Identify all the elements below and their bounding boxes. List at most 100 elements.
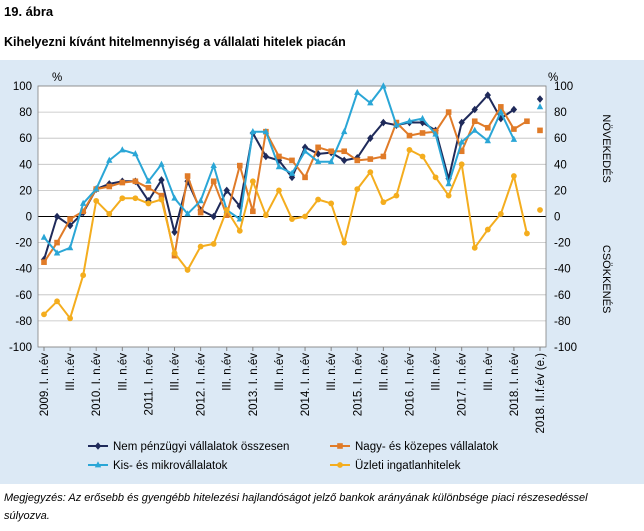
x-tick-label: 2016. I. n.év [404,353,416,417]
legend-item: Nagy- és közepes vállalatok [330,441,498,453]
data-point [510,105,518,114]
y-tick-label-right: -60 [554,290,571,302]
plot-border [37,85,547,348]
data-point [497,210,504,217]
y-unit-left: % [52,72,62,84]
data-point [524,118,530,125]
x-tick-label: III. n.év [117,353,129,391]
data-point [484,124,491,131]
data-point [184,210,191,217]
data-point [106,183,113,190]
x-tick-label: III. n.év [274,353,286,391]
x-tick-label: III. n.év [483,353,495,391]
data-point [54,239,60,246]
data-point [367,156,374,162]
data-point [354,88,361,95]
data-point [328,200,335,207]
y-tick-label-right: -80 [554,316,571,328]
data-point [393,192,400,199]
data-point [197,209,204,216]
data-point [276,187,282,194]
data-point [341,239,348,246]
y-tick-label-right: 60 [554,133,567,145]
data-point [158,196,165,203]
data-point [367,169,374,176]
data-point [511,126,517,132]
y-tick-label-right: 40 [554,159,567,171]
x-tick-label: III. n.év [65,353,77,391]
x-tick-label: 2010. I. n.év [91,353,103,417]
data-point [53,249,61,256]
data-point [380,82,387,89]
data-point [432,130,439,137]
x-tick-label: III. n.év [326,353,338,391]
data-point [445,192,452,199]
data-point [66,244,74,251]
data-point [289,157,295,164]
data-point [276,153,282,160]
data-point [510,135,518,142]
y-tick-label-left: -100 [9,342,32,354]
legend-label: Nem pénzügyi vállalatok összesen [113,441,289,453]
data-point [458,148,465,155]
data-point [471,105,478,114]
legend-item: Nem pénzügyi vállalatok összesen [88,441,289,453]
data-point [210,161,217,169]
data-point [288,173,296,182]
data-point [419,114,426,122]
data-point [341,127,348,135]
data-point [236,162,243,169]
x-tick-label: 2018. II.f.év (e.) [535,353,547,434]
data-point [54,298,60,305]
y-tick-label-right: 100 [554,81,573,93]
data-point [498,104,504,110]
figure-note: Megjegyzés: Az erősebb és gyengébb hitel… [4,492,588,522]
data-point [41,311,47,318]
data-point [106,210,113,217]
legend-label: Kis- és mikrovállalatok [113,460,228,472]
data-point [445,180,452,187]
y-tick-label-left: -20 [15,238,32,250]
data-point [145,177,152,184]
data-point [41,259,47,265]
x-tick-label: 2011. I. n.év [143,353,155,416]
data-point [406,117,413,124]
figure-number: 19. ábra [4,4,54,19]
y-tick-label-left: -40 [15,264,32,276]
data-point [93,185,100,192]
y-tick-label-right: 20 [554,185,567,197]
x-tick-label: 2009. I. n.év [39,353,51,417]
data-point [106,156,113,163]
data-point [236,227,243,234]
data-point [262,152,270,161]
data-point [301,147,309,154]
data-point [337,443,343,449]
data-point [184,267,191,273]
data-point [536,103,544,110]
data-point [67,315,74,322]
data-point [354,186,361,192]
data-point [406,147,413,153]
data-point [80,272,87,279]
figure-title: Kihelyezni kívánt hitelmennyiség a válla… [4,35,346,49]
x-tick-label: 2015. I. n.év [352,353,364,417]
data-point [337,462,343,468]
data-point [315,144,321,151]
y-tick-label-left: 60 [19,133,32,145]
data-point [145,184,152,191]
data-point [184,173,191,179]
y-tick-label-left: 100 [13,81,32,93]
y-tick-label-left: 0 [26,212,32,224]
data-point [262,127,270,135]
legend-label: Üzleti ingatlanhitelek [355,460,461,472]
legend-item: Kis- és mikrovállalatok [88,460,228,472]
data-point [380,199,387,206]
data-point [249,178,256,185]
data-point [79,199,87,206]
data-point [471,244,478,251]
y-tick-label-left: 40 [19,159,32,171]
data-point [393,121,400,128]
data-point [171,250,178,256]
x-tick-label: III. n.év [222,353,234,391]
y-unit-right: % [548,72,558,84]
